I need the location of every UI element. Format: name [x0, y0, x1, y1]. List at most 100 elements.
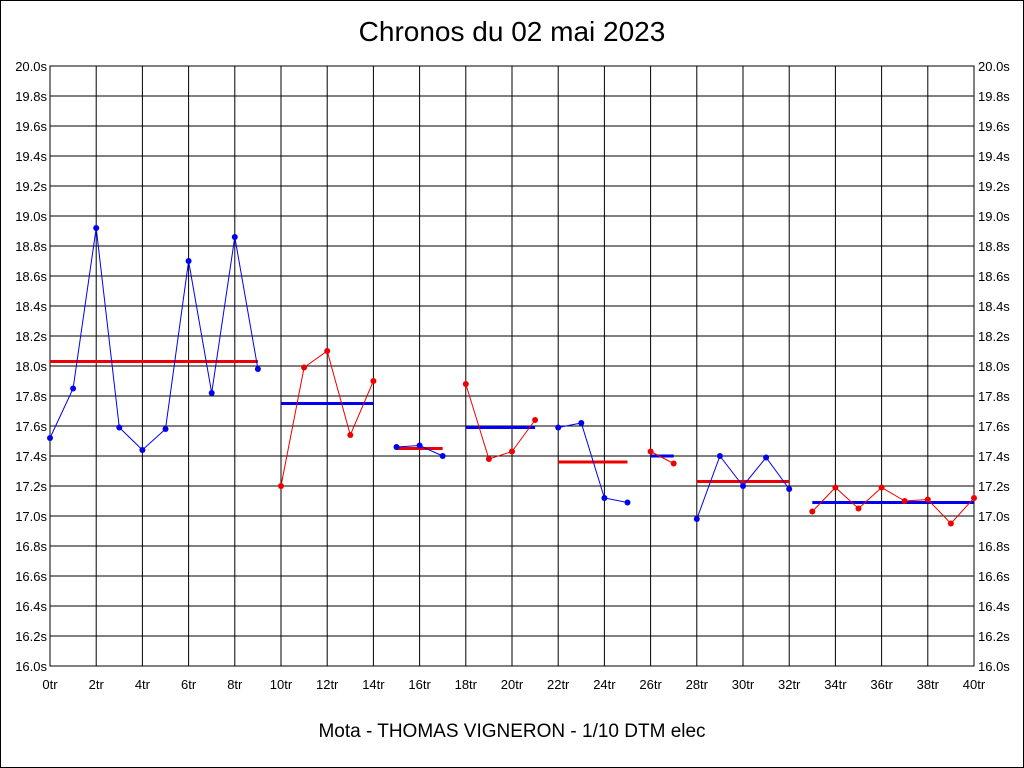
- y-axis-left: 16.0s 16.2s 16.4s 16.6s 16.8s 17.0s 17.2s 17.4s…: [15, 59, 47, 674]
- x-tick-label: 22tr: [547, 677, 570, 692]
- data-point: [624, 499, 631, 506]
- y-tick-label-right: 18.8s: [978, 239, 1010, 254]
- series-line: [650, 451, 674, 464]
- data-point: [254, 366, 261, 372]
- x-tick-label: 34tr: [824, 677, 847, 692]
- y-tick-label-right: 18.4s: [978, 299, 1010, 314]
- series-line: [49, 227, 259, 451]
- y-tick-label-left: 16.6s: [15, 569, 47, 584]
- y-tick-label-left: 16.2s: [15, 629, 47, 644]
- y-tick-label-left: 16.4s: [15, 599, 47, 614]
- data-point: [924, 496, 931, 503]
- y-tick-label-left: 18.6s: [15, 269, 47, 284]
- data-point: [786, 486, 793, 492]
- data-point: [93, 225, 100, 231]
- data-point: [878, 484, 885, 491]
- data-point: [439, 453, 446, 459]
- x-tick-label: 28tr: [686, 677, 709, 692]
- average-lines: [50, 360, 974, 504]
- series-line: [811, 486, 975, 525]
- chart-title: Chronos du 02 mai 2023: [358, 16, 666, 47]
- y-tick-label-left: 18.2s: [15, 329, 47, 344]
- y-tick-label-left: 19.0s: [15, 209, 47, 224]
- data-point: [301, 364, 308, 371]
- x-tick-label: 10tr: [270, 677, 293, 692]
- y-tick-label-right: 18.2s: [978, 329, 1010, 344]
- x-tick-label: 14tr: [362, 677, 385, 692]
- y-tick-label-right: 16.8s: [978, 539, 1010, 554]
- y-tick-label-right: 16.4s: [978, 599, 1010, 614]
- series-line: [558, 422, 628, 503]
- x-axis: 0tr 2tr 4tr 6tr 8tr 10tr 12tr 14tr 16tr 18tr 20tr 2…: [42, 677, 985, 692]
- data-point: [532, 417, 539, 423]
- x-tick-label: 36tr: [870, 677, 893, 692]
- series-line: [465, 383, 536, 460]
- y-tick-label-left: 16.8s: [15, 539, 47, 554]
- data-point: [971, 495, 977, 501]
- chart-footer: Mota - THOMAS VIGNERON - 1/10 DTM elec: [318, 721, 706, 742]
- y-tick-label-left: 17.6s: [15, 419, 47, 434]
- data-point: [116, 424, 123, 431]
- data-point: [162, 426, 169, 432]
- y-tick-label-right: 16.2s: [978, 629, 1010, 644]
- y-tick-label-right: 19.6s: [978, 119, 1010, 134]
- y-tick-label-right: 20.0s: [978, 59, 1010, 74]
- y-tick-label-right: 19.0s: [978, 209, 1010, 224]
- data-point: [185, 258, 192, 264]
- data-point: [416, 442, 423, 449]
- x-tick-label: 18tr: [455, 677, 478, 692]
- data-point: [509, 448, 515, 455]
- data-point: [832, 484, 839, 491]
- data-point: [208, 390, 215, 396]
- y-tick-label-right: 17.8s: [978, 389, 1010, 404]
- y-tick-label-left: 17.0s: [15, 509, 47, 524]
- data-point: [693, 516, 700, 522]
- x-tick-label: 24tr: [593, 677, 616, 692]
- y-tick-label-right: 17.4s: [978, 449, 1010, 464]
- series-lines: [47, 225, 977, 527]
- grid: [49, 65, 975, 667]
- data-point: [278, 483, 284, 489]
- data-point: [47, 435, 53, 441]
- x-tick-label: 26tr: [639, 677, 662, 692]
- data-point: [555, 424, 562, 431]
- y-tick-label-right: 16.0s: [978, 659, 1010, 674]
- data-point: [70, 385, 77, 392]
- x-tick-label: 20tr: [501, 677, 524, 692]
- y-tick-label-right: 17.2s: [978, 479, 1010, 494]
- y-tick-label-right: 17.6s: [978, 419, 1010, 434]
- data-point: [370, 378, 377, 384]
- data-point: [670, 460, 677, 467]
- data-point: [855, 505, 862, 512]
- y-tick-label-right: 18.6s: [978, 269, 1010, 284]
- data-point: [763, 454, 770, 461]
- y-tick-label-left: 19.4s: [15, 149, 47, 164]
- data-point: [716, 453, 723, 459]
- data-point: [809, 508, 816, 515]
- y-tick-label-left: 17.8s: [15, 389, 47, 404]
- x-tick-label: 16tr: [408, 677, 431, 692]
- data-point: [324, 348, 331, 354]
- y-tick-label-right: 19.8s: [978, 89, 1010, 104]
- y-tick-label-left: 18.8s: [15, 239, 47, 254]
- data-point: [139, 447, 146, 453]
- data-point: [578, 420, 585, 426]
- plot-border: [49, 65, 975, 667]
- y-tick-label-left: 19.2s: [15, 179, 47, 194]
- y-tick-label-left: 19.8s: [15, 89, 47, 104]
- y-tick-label-right: 17.0s: [978, 509, 1010, 524]
- data-point: [647, 448, 654, 455]
- data-point: [231, 234, 238, 240]
- data-point: [740, 483, 746, 489]
- x-tick-label: 32tr: [778, 677, 801, 692]
- data-point: [393, 444, 400, 450]
- y-tick-label-right: 16.6s: [978, 569, 1010, 584]
- y-tick-label-left: 16.0s: [15, 659, 47, 674]
- data-point: [947, 520, 954, 527]
- y-tick-label-left: 18.4s: [15, 299, 47, 314]
- y-tick-label-left: 17.4s: [15, 449, 47, 464]
- y-axis-right: 16.0s 16.2s 16.4s 16.6s 16.8s 17.0s 17.2s 17.4s…: [978, 59, 1010, 674]
- y-tick-label-left: 20.0s: [15, 59, 47, 74]
- x-tick-label: 12tr: [316, 677, 339, 692]
- y-tick-label-right: 19.2s: [978, 179, 1010, 194]
